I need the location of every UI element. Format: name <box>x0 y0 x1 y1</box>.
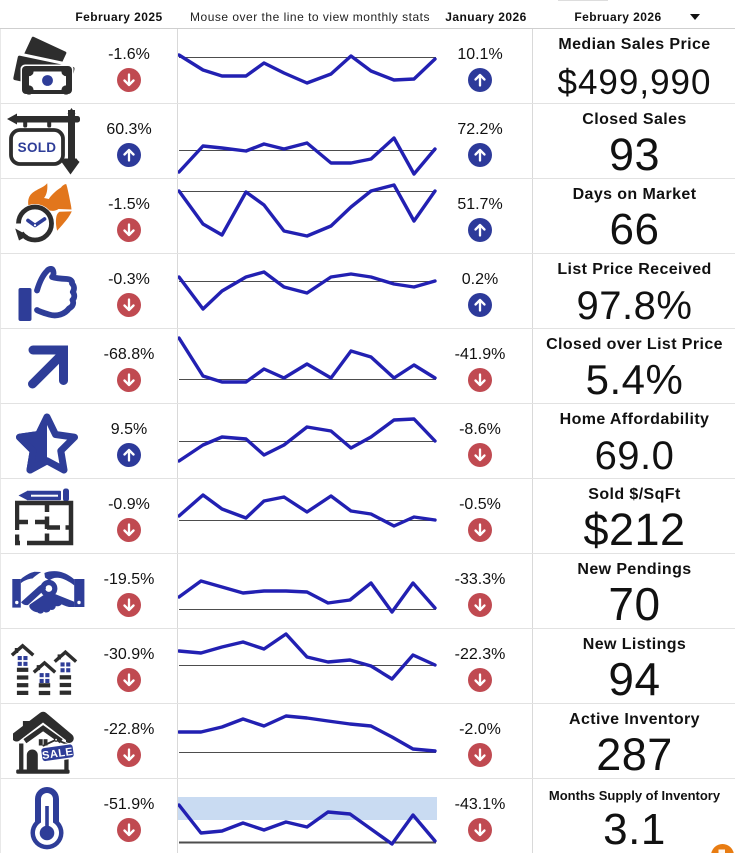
svg-text:SOLD: SOLD <box>18 140 57 155</box>
svg-text:SALE: SALE <box>41 746 74 762</box>
